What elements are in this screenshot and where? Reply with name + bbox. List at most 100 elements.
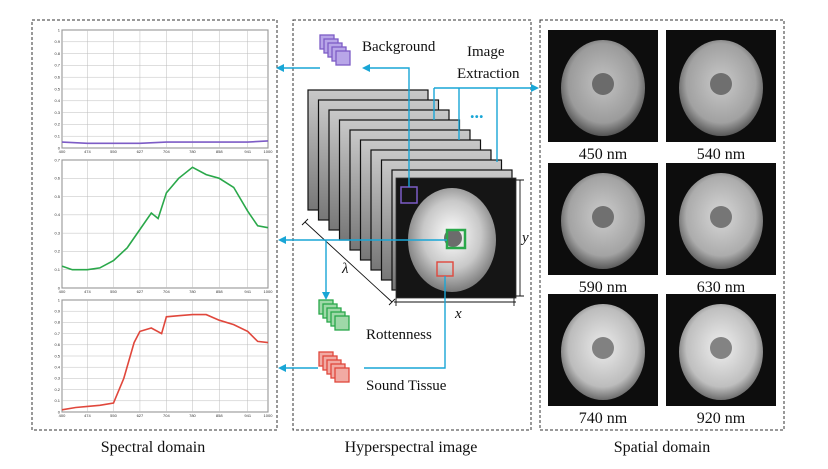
spatial-panel-frame <box>539 19 785 431</box>
spatial-image-tile: 590 nm <box>548 163 658 296</box>
spectrum-line <box>61 140 269 145</box>
x-tick-label: 550 <box>110 289 117 294</box>
rottenness-region-marker <box>445 228 467 250</box>
x-tick-label: 941 <box>244 413 251 418</box>
stack-tile <box>335 50 351 66</box>
y-tick-label: 1 <box>58 27 61 32</box>
y-tick-label: 0.9 <box>54 39 60 44</box>
y-tick-label: 0.5 <box>54 86 60 91</box>
spectrum-line <box>61 313 269 411</box>
x-tick-label: 941 <box>244 289 251 294</box>
background-stack-icon <box>319 34 351 66</box>
x-tick-label: 858 <box>216 289 223 294</box>
x-tick-label: 1000 <box>264 149 274 154</box>
ellipsis-label: ... <box>470 102 484 122</box>
x-tick-label: 1000 <box>264 289 274 294</box>
x-tick-label: 474 <box>84 149 91 154</box>
spectrum-chart-1: 0 0.1 0.2 0.3 0.4 0.5 0.6 0.7 0.8 0.9 1 400 474 550 62… <box>54 27 273 154</box>
spectral-panel-frame <box>31 19 278 431</box>
x-tick-label: 550 <box>110 149 117 154</box>
wavelength-label: 450 nm <box>579 146 628 163</box>
x-tick-label: 704 <box>163 149 170 154</box>
background-label: Background <box>362 39 436 55</box>
x-tick-label: 627 <box>137 289 144 294</box>
y-tick-label: 0.6 <box>54 176 60 181</box>
wavelength-label: 590 nm <box>579 279 628 296</box>
rotten-spot <box>710 337 732 359</box>
y-tick-label: 0.5 <box>54 353 60 358</box>
x-tick-label: 550 <box>110 413 117 418</box>
axis-y-label: y <box>520 230 529 246</box>
rottenness-stack-icon <box>318 299 350 331</box>
x-tick-label: 780 <box>189 149 196 154</box>
spectral-domain-caption: Spectral domain <box>101 439 205 456</box>
y-tick-label: 0.1 <box>54 398 60 403</box>
y-tick-label: 0.1 <box>54 134 60 139</box>
y-tick-label: 0.3 <box>54 376 60 381</box>
spatial-domain-caption: Spatial domain <box>614 439 710 456</box>
axis-x-label: x <box>454 306 462 322</box>
y-tick-label: 0.2 <box>54 249 60 254</box>
cube-axes <box>301 179 524 306</box>
wavelength-label: 920 nm <box>697 410 746 427</box>
sound-tissue-label: Sound Tissue <box>366 378 447 394</box>
rotten-spot <box>592 73 614 95</box>
y-tick-label: 0 <box>58 145 61 150</box>
spatial-image-tile: 450 nm <box>548 30 658 163</box>
x-tick-label: 400 <box>59 149 66 154</box>
x-tick-label: 704 <box>163 289 170 294</box>
y-tick-label: 0.8 <box>54 320 60 325</box>
y-tick-label: 0.4 <box>54 365 60 370</box>
rotten-spot <box>592 337 614 359</box>
y-tick-label: 0.4 <box>54 98 60 103</box>
y-tick-label: 0.6 <box>54 342 60 347</box>
x-tick-label: 780 <box>189 289 196 294</box>
x-tick-label: 400 <box>59 413 66 418</box>
y-tick-label: 0.4 <box>54 212 60 217</box>
y-tick-label: 0.8 <box>54 51 60 56</box>
spectral-charts: 0 0.1 0.2 0.3 0.4 0.5 0.6 0.7 0.8 0.9 1 400 474 550 62… <box>54 27 273 418</box>
x-tick-label: 780 <box>189 413 196 418</box>
spectrum-line <box>61 166 269 271</box>
rottenness-label: Rottenness <box>366 327 432 343</box>
spectrum-chart-2: 0 0.1 0.2 0.3 0.4 0.5 0.6 0.7 400 474 550 627 704 780… <box>54 157 273 294</box>
x-tick-label: 474 <box>84 289 91 294</box>
hyperspectral-panel-frame <box>292 19 532 431</box>
x-tick-label: 400 <box>59 289 66 294</box>
y-tick-label: 0.2 <box>54 387 60 392</box>
chart-plot-area <box>61 159 269 289</box>
x-tick-label: 704 <box>163 413 170 418</box>
cube-front-image <box>395 177 517 299</box>
axis-lambda-label: λ <box>341 261 349 277</box>
image-extraction-label-line2: Extraction <box>457 66 520 82</box>
rotten-spot <box>592 206 614 228</box>
spatial-images: 450 nm 540 nm 590 nm 630 nm 740 nm 920 nm <box>548 30 776 427</box>
spatial-image-tile: 920 nm <box>666 294 776 427</box>
wavelength-label: 630 nm <box>697 279 746 296</box>
x-tick-label: 627 <box>137 413 144 418</box>
hyperspectral-image-caption: Hyperspectral image <box>345 439 478 456</box>
y-tick-label: 1 <box>58 297 61 302</box>
x-tick-label: 474 <box>84 413 91 418</box>
x-tick-label: 941 <box>244 149 251 154</box>
spectrum-chart-3: 0 0.1 0.2 0.3 0.4 0.5 0.6 0.7 0.8 0.9 1 400 474 550 62… <box>54 297 273 418</box>
x-tick-label: 627 <box>137 149 144 154</box>
wavelength-label: 540 nm <box>697 146 746 163</box>
y-tick-label: 0.5 <box>54 194 60 199</box>
image-extraction-label-line1: Image <box>467 44 505 60</box>
spatial-image-tile: 540 nm <box>666 30 776 163</box>
y-tick-label: 0.7 <box>54 63 60 68</box>
y-tick-label: 0 <box>58 409 61 414</box>
x-tick-label: 858 <box>216 413 223 418</box>
y-tick-label: 0.1 <box>54 267 60 272</box>
y-tick-label: 0.2 <box>54 122 60 127</box>
stack-tile <box>334 367 350 383</box>
spatial-image-tile: 630 nm <box>666 163 776 296</box>
y-tick-label: 0.3 <box>54 110 60 115</box>
y-tick-label: 0.7 <box>54 331 60 336</box>
y-tick-label: 0 <box>58 285 61 290</box>
rotten-spot <box>710 73 732 95</box>
connector-arrows <box>276 64 539 372</box>
y-tick-label: 0.7 <box>54 157 60 162</box>
